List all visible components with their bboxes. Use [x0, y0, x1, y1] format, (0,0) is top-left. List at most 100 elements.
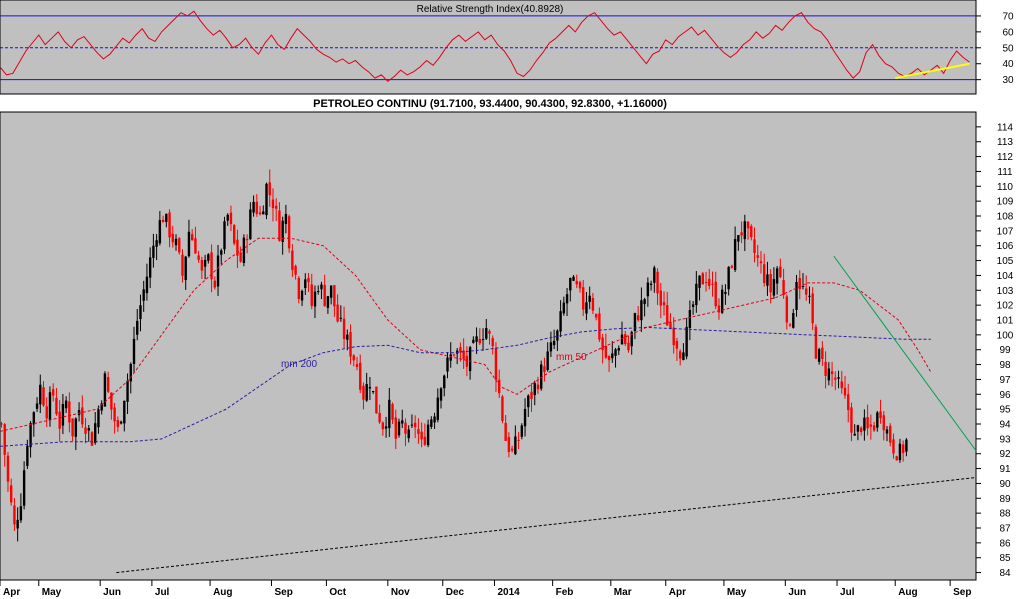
candle-body	[391, 404, 394, 420]
candle-body	[578, 281, 582, 289]
candle-body	[32, 412, 36, 425]
candle-body	[766, 274, 769, 286]
candle-body	[74, 418, 78, 437]
candle-body	[187, 231, 191, 257]
candle-body	[207, 254, 210, 261]
candle-body	[194, 238, 197, 254]
candle-body	[388, 399, 391, 429]
candle-body	[45, 406, 48, 419]
candle-body	[691, 304, 695, 307]
price-ytick-label: 86	[999, 538, 1011, 549]
candle-body	[494, 347, 498, 380]
candle-body	[850, 407, 853, 433]
candle-body	[126, 380, 129, 402]
xaxis-bg	[0, 580, 976, 599]
candle-body	[472, 339, 475, 343]
candle-body	[26, 445, 29, 466]
candle-body	[307, 277, 310, 283]
candle-body	[504, 422, 507, 441]
candle-body	[785, 296, 789, 323]
candle-body	[349, 332, 352, 357]
candle-body	[656, 271, 659, 294]
candle-body	[174, 238, 178, 246]
rsi-ytick-label: 50	[1002, 43, 1014, 54]
moving-average-line	[0, 326, 931, 447]
candle-body	[636, 315, 640, 321]
price-ytick-label: 98	[999, 360, 1011, 371]
candle-body	[184, 256, 187, 280]
candle-body	[523, 408, 527, 427]
candle-body	[588, 295, 591, 302]
candle-body	[559, 311, 562, 332]
price-ytick-label: 105	[997, 256, 1014, 267]
candle-body	[604, 345, 608, 358]
candle-body	[359, 362, 362, 390]
candle-body	[895, 456, 898, 461]
candle-body	[300, 290, 304, 301]
candle-body	[94, 423, 97, 443]
price-ytick-label: 100	[997, 330, 1014, 341]
rsi-trendline	[895, 62, 970, 80]
candle-body	[268, 182, 271, 196]
price-ytick-label: 96	[999, 390, 1011, 401]
candle-body	[368, 387, 372, 389]
candle-body	[242, 237, 246, 263]
candle-body	[216, 255, 220, 287]
candle-body	[346, 334, 349, 340]
candle-body	[129, 363, 132, 382]
candle-body	[549, 342, 553, 352]
xtick-label: Jun	[788, 587, 806, 598]
candle-body	[352, 355, 355, 361]
candle-body	[362, 385, 365, 400]
candle-body	[669, 321, 672, 329]
candle-body	[556, 330, 559, 341]
candle-body	[278, 210, 281, 241]
candle-body	[446, 357, 449, 372]
candle-body	[772, 279, 776, 296]
candle-body	[552, 340, 556, 346]
candle-body	[132, 338, 136, 364]
candle-body	[203, 259, 207, 267]
candle-body	[892, 439, 895, 454]
candle-body	[3, 424, 6, 455]
candle-body	[378, 412, 381, 423]
candle-body	[569, 277, 572, 291]
candle-body	[733, 239, 737, 271]
candle-body	[795, 281, 798, 310]
rsi-title: Relative Strength Index(40.8928)	[417, 4, 564, 15]
candle-body	[90, 432, 94, 446]
candle-body	[384, 426, 388, 429]
candle-body	[808, 295, 811, 297]
candle-body	[591, 297, 595, 311]
candle-body	[682, 352, 685, 361]
mm200-label: mm 200	[281, 359, 318, 370]
candle-body	[210, 252, 213, 280]
candle-body	[317, 291, 320, 293]
candle-body	[197, 255, 200, 260]
candle-body	[611, 353, 614, 359]
candle-body	[313, 291, 317, 307]
candle-body	[614, 349, 617, 356]
candle-body	[404, 422, 407, 434]
candle-body	[475, 336, 478, 342]
price-ytick-label: 85	[999, 553, 1011, 564]
xtick-label: Apr	[669, 587, 686, 598]
xtick-label: 2014	[497, 587, 520, 598]
candle-body	[168, 212, 171, 238]
candle-body	[42, 387, 45, 406]
candle-body	[229, 212, 233, 225]
candle-body	[565, 294, 569, 304]
price-ytick-label: 113	[997, 137, 1013, 148]
moving-average-line	[0, 237, 932, 432]
candle-body	[640, 300, 643, 321]
candle-body	[678, 351, 682, 359]
candle-body	[110, 392, 113, 410]
xtick-label: Mar	[614, 587, 632, 598]
candle-body	[821, 347, 824, 360]
price-ytick-label: 106	[997, 241, 1014, 252]
candle-body	[81, 407, 84, 425]
candle-body	[329, 285, 333, 298]
xtick-label: May	[42, 587, 62, 598]
price-ytick-label: 109	[997, 197, 1014, 208]
